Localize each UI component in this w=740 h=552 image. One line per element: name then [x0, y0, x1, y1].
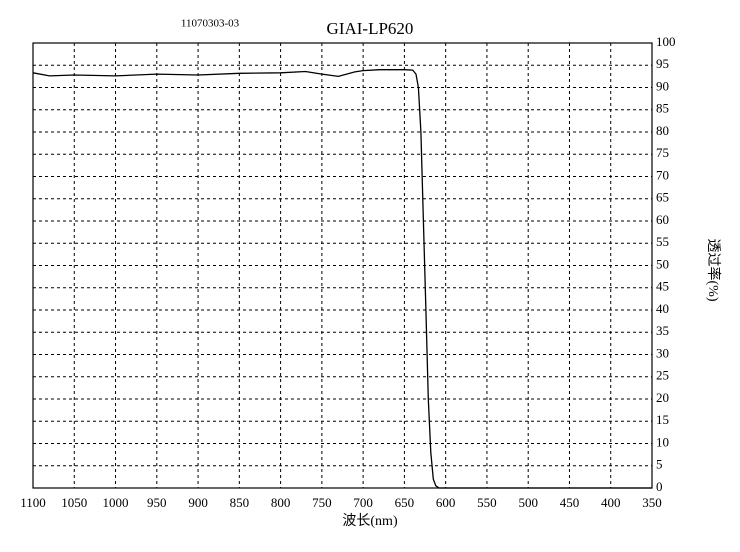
y-tick-label: 70: [656, 167, 669, 182]
y-tick-label: 95: [656, 56, 669, 71]
y-tick-label: 20: [656, 390, 669, 405]
y-tick-label: 25: [656, 368, 669, 383]
y-tick-label: 55: [656, 234, 669, 249]
y-tick-label: 65: [656, 190, 669, 205]
y-tick-label: 50: [656, 256, 669, 271]
y-tick-label: 0: [656, 479, 663, 494]
y-tick-label: 75: [656, 145, 669, 160]
x-tick-label: 800: [271, 495, 291, 510]
x-tick-label: 350: [642, 495, 662, 510]
x-tick-label: 1100: [20, 495, 46, 510]
y-tick-label: 30: [656, 345, 669, 360]
y-tick-label: 90: [656, 78, 669, 93]
y-tick-label: 5: [656, 457, 663, 472]
chart-code: 11070303-03: [181, 18, 240, 30]
x-tick-label: 750: [312, 495, 332, 510]
x-tick-label: 1050: [61, 495, 87, 510]
x-tick-label: 850: [230, 495, 250, 510]
x-tick-label: 1000: [103, 495, 129, 510]
y-tick-label: 45: [656, 279, 669, 294]
x-axis-label: 波长(nm): [342, 513, 398, 529]
data-line: [32, 69, 652, 489]
x-tick-label: 950: [147, 495, 167, 510]
x-tick-label: 550: [477, 495, 497, 510]
y-tick-label: 15: [656, 412, 669, 427]
y-tick-label: 40: [656, 301, 669, 316]
chart-title: GIAI-LP620: [327, 19, 414, 38]
x-tick-label: 500: [518, 495, 538, 510]
y-tick-label: 60: [656, 212, 669, 227]
y-tick-label: 85: [656, 101, 669, 116]
plot-frame: [32, 42, 653, 489]
y-tick-label: 100: [656, 34, 676, 49]
x-tick-label: 650: [395, 495, 415, 510]
y-tick-label: 10: [656, 434, 669, 449]
x-tick-label: 600: [436, 495, 456, 510]
x-tick-label: 700: [353, 495, 373, 510]
x-tick-label: 450: [560, 495, 580, 510]
y-tick-label: 80: [656, 123, 669, 138]
x-tick-label: 900: [188, 495, 208, 510]
y-axis-label: 透过率(%): [705, 239, 722, 302]
y-tick-label: 35: [656, 323, 669, 338]
x-tick-label: 400: [601, 495, 621, 510]
